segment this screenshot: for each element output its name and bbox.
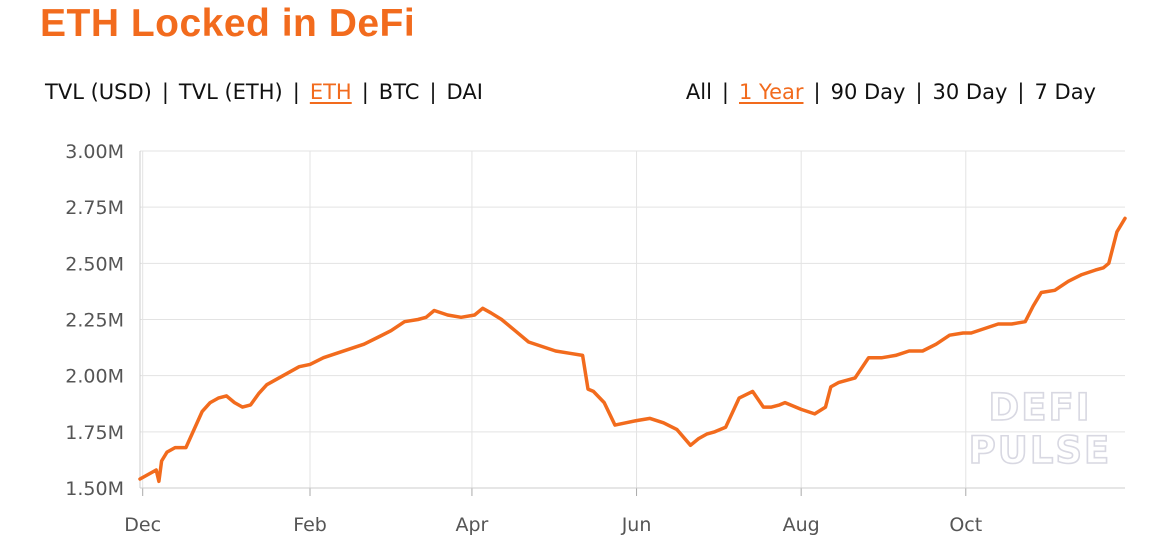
watermark-line1: DEFI — [988, 386, 1091, 429]
eth-locked-line-chart[interactable]: 1.50M 1.75M 2.00M 2.25M 2.50M 2.75M 3.00M Dec Fe… — [0, 130, 1162, 554]
grid-layer — [140, 150, 1125, 489]
tab-separator: | — [292, 80, 300, 104]
y-tick-label: 2.50M — [65, 253, 124, 275]
y-tick-label: 2.75M — [65, 197, 124, 219]
range-tabs: All | 1 Year | 90 Day | 30 Day | 7 Day — [686, 80, 1096, 104]
tab-eth[interactable]: ETH — [309, 80, 352, 104]
x-tick-label: Aug — [783, 514, 820, 536]
tab-tvl-usd[interactable]: TVL (USD) — [45, 80, 152, 104]
x-tick-label: Jun — [621, 514, 652, 536]
tab-separator: | — [161, 80, 169, 104]
y-tick-label: 3.00M — [65, 141, 124, 163]
range-7-day[interactable]: 7 Day — [1034, 80, 1096, 104]
range-all[interactable]: All — [685, 80, 712, 104]
y-tick-label: 1.50M — [65, 478, 124, 500]
tab-dai[interactable]: DAI — [446, 80, 483, 104]
range-1-year[interactable]: 1 Year — [739, 80, 804, 104]
tab-separator: | — [1017, 80, 1025, 104]
tab-separator: | — [721, 80, 729, 104]
tab-btc[interactable]: BTC — [378, 80, 420, 104]
defi-pulse-watermark: DEFI PULSE — [968, 385, 1112, 473]
x-tick-label: Apr — [455, 514, 488, 536]
y-tick-label: 2.25M — [65, 310, 124, 332]
y-tick-label: 1.75M — [65, 422, 124, 444]
page-title: ETH Locked in DeFi — [40, 2, 416, 45]
axis-layer: 1.50M 1.75M 2.00M 2.25M 2.50M 2.75M 3.00M Dec Fe… — [65, 141, 1125, 536]
watermark-line2: PULSE — [969, 429, 1112, 472]
metric-tabs: TVL (USD) | TVL (ETH) | ETH | BTC | DAI — [45, 80, 483, 104]
range-30-day[interactable]: 30 Day — [932, 80, 1008, 104]
tab-separator: | — [813, 80, 821, 104]
series-line[interactable] — [138, 216, 1127, 484]
range-90-day[interactable]: 90 Day — [830, 80, 906, 104]
x-tick-label: Feb — [293, 514, 327, 536]
y-tick-label: 2.00M — [65, 366, 124, 388]
series-layer — [138, 216, 1127, 484]
x-tick-label: Oct — [949, 514, 982, 536]
tab-separator: | — [429, 80, 437, 104]
x-tick-label: Dec — [124, 514, 161, 536]
tab-separator: | — [361, 80, 369, 104]
tab-separator: | — [915, 80, 923, 104]
tab-tvl-eth[interactable]: TVL (ETH) — [178, 80, 283, 104]
